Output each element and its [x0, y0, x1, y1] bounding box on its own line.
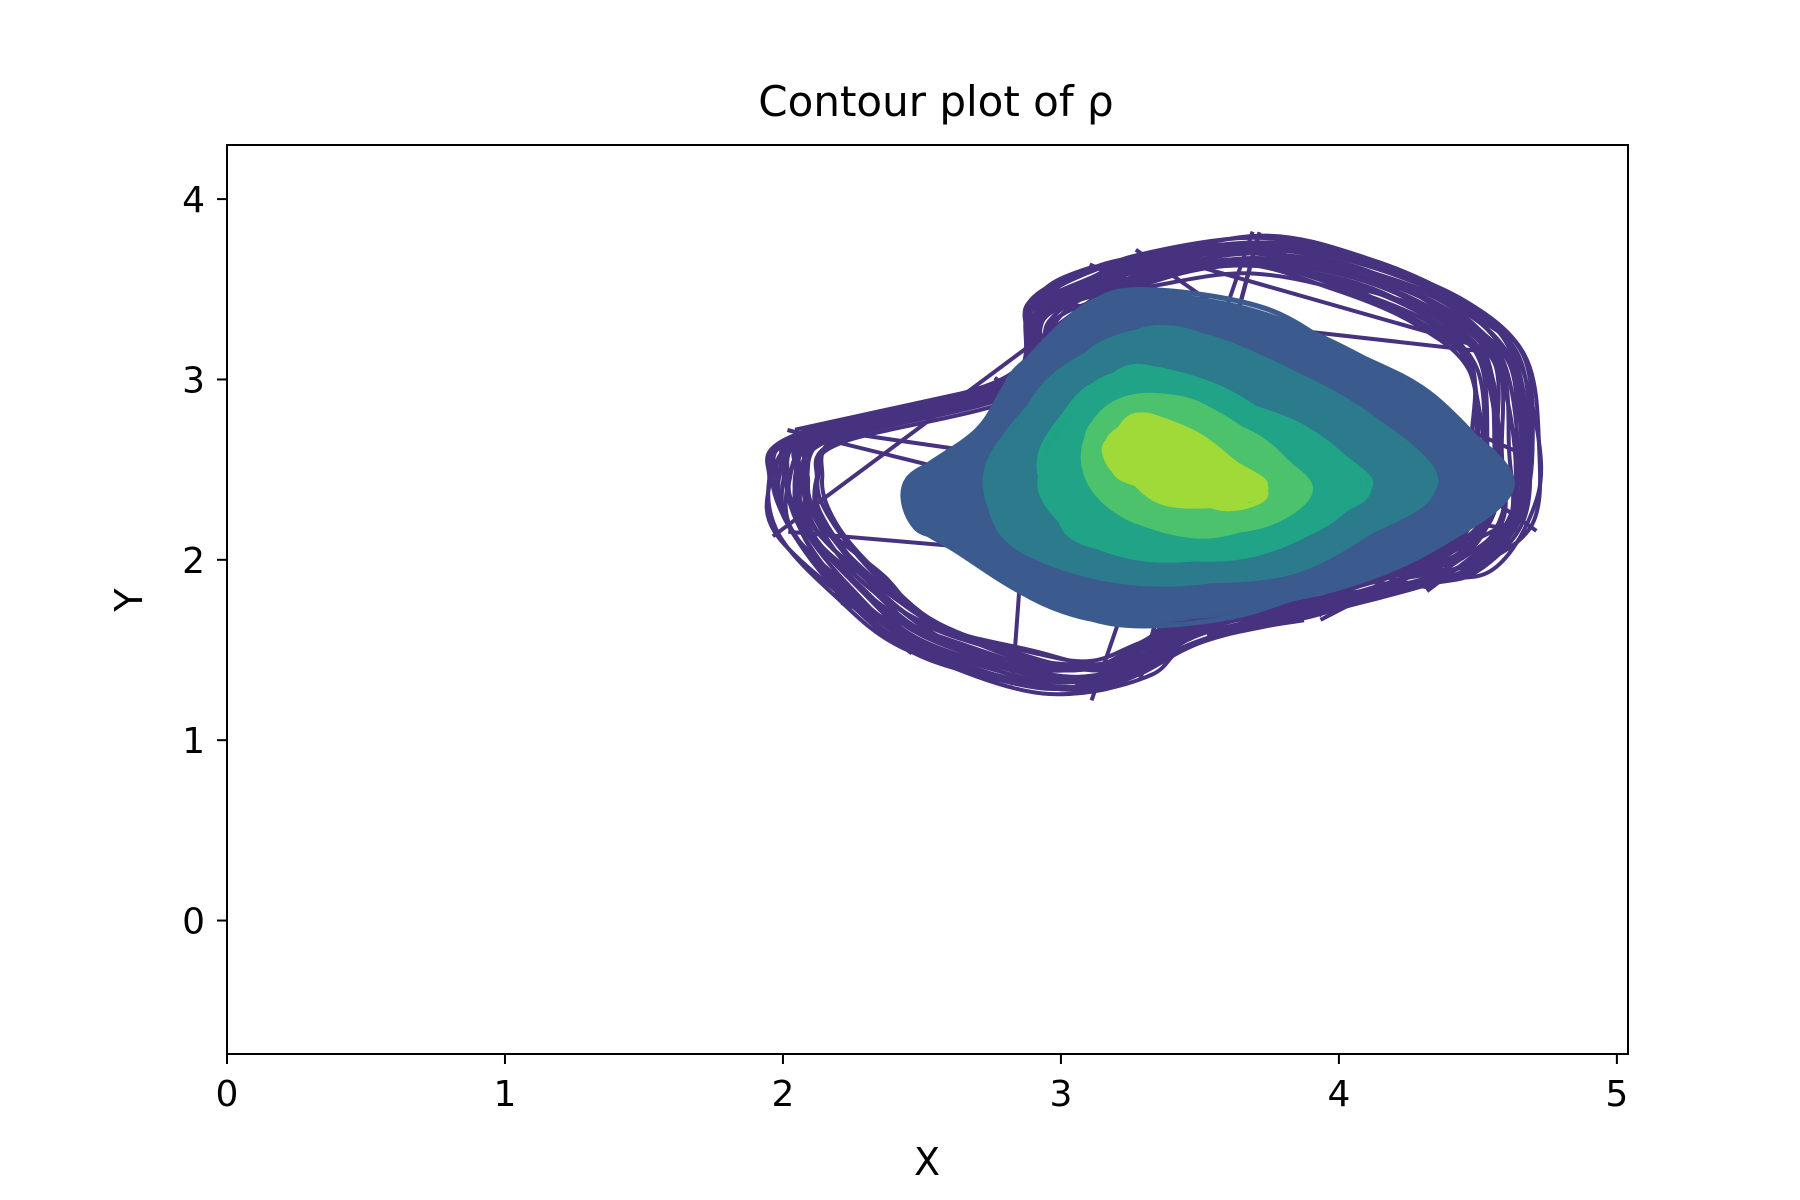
x-tick-label: 1: [494, 1074, 517, 1115]
contour-line: [794, 381, 1008, 432]
contour-line: [915, 649, 1138, 673]
y-tick-label: 0: [182, 902, 205, 943]
contour-line: [840, 601, 1087, 689]
contour-layer: [764, 230, 1544, 702]
y-tick-label: 1: [182, 721, 205, 762]
y-tick-label: 4: [182, 180, 205, 221]
x-axis: 0 1 2 3 4 5: [216, 1054, 1628, 1115]
plot-area: [226, 144, 1629, 1055]
contour-line: [1153, 252, 1511, 358]
plot-frame: [226, 144, 1629, 1055]
x-tick-label: 2: [771, 1074, 794, 1115]
contour-line: [1206, 618, 1305, 637]
x-tick-label: 3: [1049, 1074, 1072, 1115]
contour-line: [764, 233, 1544, 697]
x-tick-label: 5: [1605, 1074, 1628, 1115]
chart-title: Contour plot of ρ: [758, 77, 1113, 126]
contour-line: [833, 590, 914, 656]
y-axis: 0 1 2 3 4: [182, 180, 227, 943]
y-tick-label: 3: [182, 360, 205, 401]
x-tick-label: 0: [216, 1074, 239, 1115]
contour-line: [1032, 254, 1146, 307]
x-axis-label: X: [914, 1140, 940, 1184]
contour-line: [1319, 516, 1520, 622]
y-axis-label: Y: [107, 588, 151, 613]
contour-line: [1425, 516, 1525, 593]
y-tick-label: 2: [182, 541, 205, 582]
contour-level-6: [1101, 412, 1269, 512]
contour-line: [1110, 416, 1269, 509]
x-tick-label: 4: [1327, 1074, 1350, 1115]
